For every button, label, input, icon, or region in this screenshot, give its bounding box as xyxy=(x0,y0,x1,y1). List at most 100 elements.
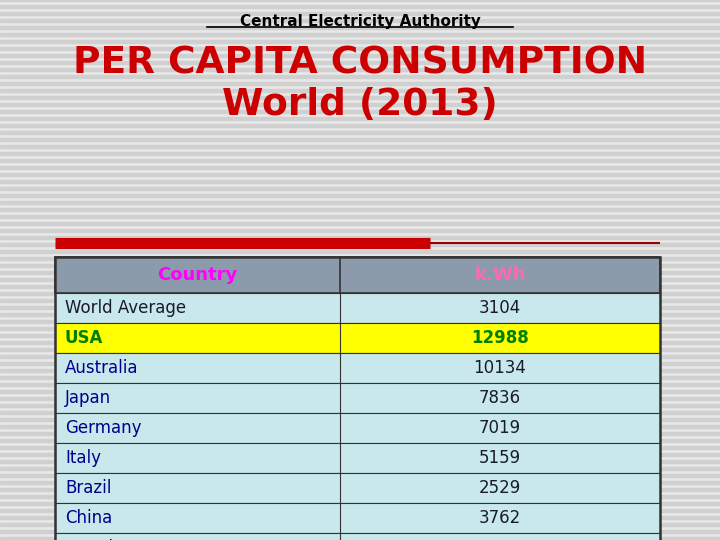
Text: Japan: Japan xyxy=(65,389,111,407)
Bar xyxy=(0,271,720,274)
Bar xyxy=(55,257,660,293)
Bar xyxy=(0,215,720,218)
Bar xyxy=(0,0,720,1)
Bar xyxy=(0,208,720,211)
Bar xyxy=(0,481,720,484)
Bar xyxy=(0,89,720,92)
Bar xyxy=(0,537,720,540)
Text: k.Wh: k.Wh xyxy=(474,266,526,284)
Bar xyxy=(0,320,720,323)
Bar xyxy=(0,348,720,351)
Bar xyxy=(0,369,720,372)
Bar xyxy=(55,503,660,533)
Bar xyxy=(0,243,720,246)
Text: 5159: 5159 xyxy=(479,449,521,467)
Text: Nepal: Nepal xyxy=(65,539,113,540)
Bar xyxy=(0,47,720,50)
Text: 3104: 3104 xyxy=(479,299,521,317)
Bar xyxy=(0,96,720,99)
Bar xyxy=(0,124,720,127)
Bar xyxy=(0,187,720,190)
Text: Germany: Germany xyxy=(65,419,142,437)
Text: Australia: Australia xyxy=(65,359,138,377)
Bar xyxy=(55,323,660,353)
Bar xyxy=(0,523,720,526)
Bar xyxy=(0,313,720,316)
Bar xyxy=(0,40,720,43)
Bar xyxy=(0,12,720,15)
Bar xyxy=(0,516,720,519)
Bar xyxy=(0,145,720,148)
Bar xyxy=(0,152,720,155)
Bar xyxy=(0,355,720,358)
Bar xyxy=(0,82,720,85)
Text: PER CAPITA CONSUMPTION
World (2013): PER CAPITA CONSUMPTION World (2013) xyxy=(73,45,647,123)
Bar xyxy=(0,446,720,449)
Bar xyxy=(0,327,720,330)
Bar xyxy=(0,460,720,463)
Bar xyxy=(0,5,720,8)
Bar xyxy=(0,19,720,22)
Bar xyxy=(0,117,720,120)
Text: 128: 128 xyxy=(484,539,516,540)
Bar xyxy=(55,473,660,503)
Bar xyxy=(0,306,720,309)
Bar xyxy=(0,453,720,456)
Bar xyxy=(0,432,720,435)
Bar xyxy=(0,439,720,442)
Bar xyxy=(0,425,720,428)
Bar xyxy=(0,54,720,57)
Bar xyxy=(0,397,720,400)
Bar xyxy=(55,533,660,540)
Bar xyxy=(0,250,720,253)
Bar xyxy=(55,353,660,383)
Bar xyxy=(0,194,720,197)
Bar xyxy=(0,418,720,421)
Text: World Average: World Average xyxy=(65,299,186,317)
Text: China: China xyxy=(65,509,112,527)
Bar xyxy=(0,383,720,386)
Bar xyxy=(55,257,660,540)
Bar xyxy=(0,495,720,498)
Bar xyxy=(0,180,720,183)
Bar xyxy=(0,166,720,169)
Bar xyxy=(0,131,720,134)
Text: Central Electricity Authority: Central Electricity Authority xyxy=(240,14,480,29)
Bar xyxy=(0,229,720,232)
Bar xyxy=(0,341,720,344)
Bar xyxy=(0,404,720,407)
Bar xyxy=(0,502,720,505)
Bar xyxy=(55,413,660,443)
Bar xyxy=(0,26,720,29)
Text: Italy: Italy xyxy=(65,449,101,467)
Bar xyxy=(0,110,720,113)
Bar xyxy=(0,222,720,225)
Bar xyxy=(0,75,720,78)
Bar xyxy=(0,159,720,162)
Text: 7836: 7836 xyxy=(479,389,521,407)
Bar xyxy=(0,236,720,239)
Bar xyxy=(0,103,720,106)
Bar xyxy=(0,292,720,295)
Text: Country: Country xyxy=(158,266,238,284)
Bar xyxy=(0,509,720,512)
Bar xyxy=(0,530,720,533)
Bar xyxy=(0,299,720,302)
Bar xyxy=(0,362,720,365)
Bar xyxy=(0,467,720,470)
Bar xyxy=(0,33,720,36)
Bar xyxy=(0,278,720,281)
Bar xyxy=(55,293,660,323)
Bar xyxy=(0,68,720,71)
Bar xyxy=(0,61,720,64)
Bar xyxy=(0,474,720,477)
Bar xyxy=(0,173,720,176)
Bar xyxy=(0,264,720,267)
Bar xyxy=(0,390,720,393)
Bar xyxy=(0,488,720,491)
Bar xyxy=(0,334,720,337)
Text: 7019: 7019 xyxy=(479,419,521,437)
Bar xyxy=(55,443,660,473)
Bar xyxy=(0,201,720,204)
Text: 3762: 3762 xyxy=(479,509,521,527)
